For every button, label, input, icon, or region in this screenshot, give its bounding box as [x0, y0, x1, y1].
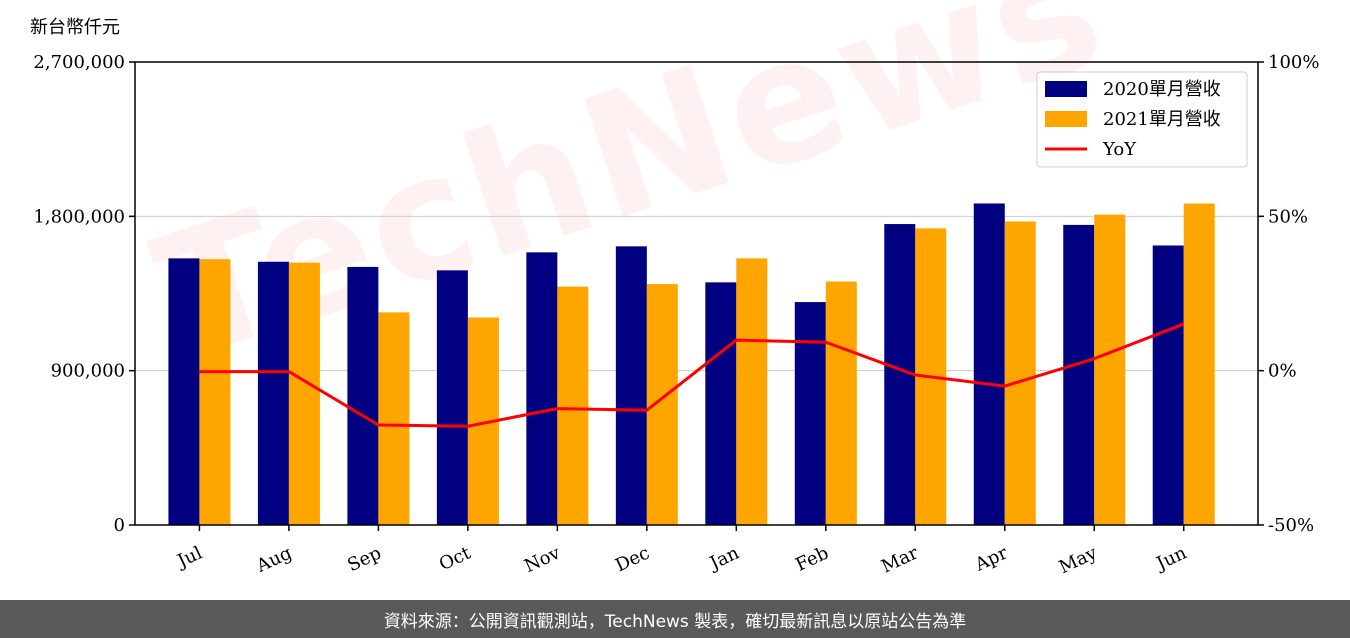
left-tick-label: 2,700,000: [33, 52, 125, 73]
x-tick-label-apr: Apr: [971, 542, 1011, 576]
bar-series2-apr: [1004, 221, 1036, 525]
x-tick-label-jun: Jun: [1152, 542, 1191, 575]
bars: [168, 203, 1215, 526]
x-tick-label-sep: Sep: [344, 542, 384, 576]
bar-series1-nov: [526, 252, 558, 525]
right-tick-label: 100%: [1268, 52, 1319, 73]
bar-series2-jul: [199, 259, 231, 525]
left-tick-label: 1,800,000: [33, 206, 125, 227]
bar-series2-feb: [825, 281, 857, 525]
source-footer: 資料來源：公開資訊觀測站，TechNews 製表，確切最新訊息以原站公告為準: [0, 600, 1350, 638]
legend-item-2021-swatch: [1045, 111, 1087, 127]
unit-label: 新台幣仟元: [30, 17, 120, 38]
bar-series2-may: [1094, 214, 1126, 525]
x-tick-label-dec: Dec: [612, 542, 653, 576]
bar-series2-nov: [557, 286, 589, 525]
x-tick-label-may: May: [1056, 542, 1101, 578]
right-tick-label: -50%: [1268, 515, 1314, 536]
legend-box: [1036, 71, 1248, 168]
yoy-line: [199, 322, 1185, 428]
bar-series1-jun: [1152, 245, 1184, 526]
bar-series2-aug: [288, 262, 320, 525]
bar-series1-aug: [257, 261, 289, 525]
right-tick-label: 0%: [1268, 361, 1297, 382]
x-tick-label-mar: Mar: [878, 542, 921, 577]
bar-series2-jun: [1183, 203, 1215, 525]
yoy-line-layer: [199, 322, 1185, 428]
bar-series1-jul: [168, 258, 200, 525]
x-tick-label-oct: Oct: [436, 542, 475, 575]
x-tick-label-aug: Aug: [253, 542, 296, 577]
bar-series2-dec: [646, 284, 678, 525]
bar-series1-dec: [615, 246, 647, 525]
x-tick-label-jul: Jul: [173, 542, 206, 572]
bar-series1-sep: [347, 266, 379, 525]
legend-item-2020-label: 2020單月營收: [1103, 79, 1221, 100]
bar-series1-oct: [436, 270, 468, 525]
bar-series1-may: [1063, 224, 1095, 525]
revenue-chart: 新台幣仟元 0 900,000 1,800,000 2,700,000 -50% 0% 50…: [30, 17, 1319, 578]
right-tick-label: 50%: [1268, 206, 1308, 227]
bar-series1-feb: [794, 302, 826, 525]
left-tick-label: 0: [114, 515, 125, 536]
bar-series2-sep: [378, 312, 410, 525]
legend-item-2021-label: 2021單月營收: [1103, 109, 1221, 130]
legend-item-2020-swatch: [1045, 81, 1087, 97]
legend-item-yoy-label: YoY: [1102, 139, 1137, 160]
bar-series2-jan: [736, 258, 768, 525]
left-tick-label: 900,000: [51, 361, 125, 382]
bar-series1-jan: [705, 282, 737, 525]
x-tick-label-jan: Jan: [705, 542, 743, 575]
x-tick-label-feb: Feb: [793, 542, 832, 575]
legend: 2020單月營收 2021單月營收 YoY: [1036, 71, 1248, 168]
x-tick-label-nov: Nov: [521, 542, 564, 577]
bar-series1-apr: [973, 203, 1005, 525]
